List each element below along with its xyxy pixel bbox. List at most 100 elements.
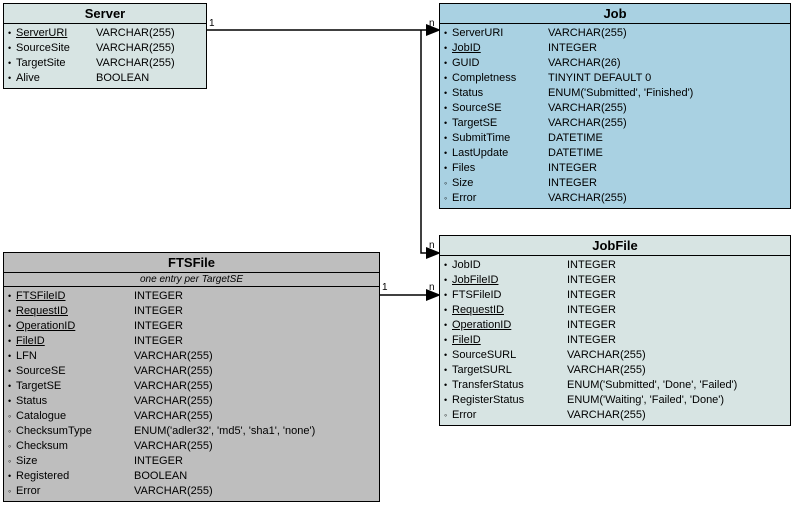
field-type: DATETIME — [548, 131, 603, 146]
field-name: JobID — [452, 258, 567, 273]
field-type: VARCHAR(255) — [134, 394, 213, 409]
field-name: ServerURI — [16, 26, 96, 41]
field-type: ENUM('Submitted', 'Finished') — [548, 86, 693, 101]
field-type: BOOLEAN — [134, 469, 187, 484]
entity-server: Server•ServerURIVARCHAR(255)•SourceSiteV… — [3, 3, 207, 89]
field-name: SourceSE — [16, 364, 134, 379]
field-bullet: • — [8, 334, 16, 349]
entity-title: FTSFile — [4, 253, 379, 273]
entity-fields: •ServerURIVARCHAR(255)•SourceSiteVARCHAR… — [4, 24, 206, 88]
field-bullet: • — [8, 469, 16, 484]
field-row: •LFNVARCHAR(255) — [4, 349, 379, 364]
field-row: •StatusVARCHAR(255) — [4, 394, 379, 409]
field-name: GUID — [452, 56, 548, 71]
field-bullet: • — [444, 333, 452, 348]
field-row: •OperationIDINTEGER — [440, 318, 790, 333]
field-type: INTEGER — [134, 319, 183, 334]
entity-jobfile: JobFile•JobIDINTEGER•JobFileIDINTEGER•FT… — [439, 235, 791, 426]
field-row: •FTSFileIDINTEGER — [4, 289, 379, 304]
field-bullet: • — [8, 41, 16, 56]
field-bullet: • — [444, 303, 452, 318]
field-row: •FileIDINTEGER — [4, 334, 379, 349]
field-row: ◦ErrorVARCHAR(255) — [440, 408, 790, 423]
cardinality-label: 1 — [382, 282, 388, 293]
field-bullet: ◦ — [8, 454, 16, 469]
field-name: FTSFileID — [452, 288, 567, 303]
field-name: Completness — [452, 71, 548, 86]
field-name: SourceSite — [16, 41, 96, 56]
field-name: FileID — [452, 333, 567, 348]
cardinality-label: n — [429, 18, 435, 29]
field-row: ◦ChecksumTypeENUM('adler32', 'md5', 'sha… — [4, 424, 379, 439]
field-row: •FTSFileIDINTEGER — [440, 288, 790, 303]
field-row: ◦SizeINTEGER — [4, 454, 379, 469]
field-bullet: • — [444, 393, 452, 408]
field-bullet: • — [8, 71, 16, 86]
field-row: •TargetSEVARCHAR(255) — [4, 379, 379, 394]
field-bullet: ◦ — [8, 409, 16, 424]
field-name: Files — [452, 161, 548, 176]
field-row: •CompletnessTINYINT DEFAULT 0 — [440, 71, 790, 86]
field-name: Size — [452, 176, 548, 191]
field-name: SubmitTime — [452, 131, 548, 146]
field-row: •JobFileIDINTEGER — [440, 273, 790, 288]
field-row: •RequestIDINTEGER — [440, 303, 790, 318]
field-bullet: • — [8, 26, 16, 41]
field-row: •OperationIDINTEGER — [4, 319, 379, 334]
field-name: FTSFileID — [16, 289, 134, 304]
field-row: •AliveBOOLEAN — [4, 71, 206, 86]
field-name: RequestID — [452, 303, 567, 318]
field-type: INTEGER — [548, 161, 597, 176]
field-bullet: • — [444, 26, 452, 41]
field-bullet: • — [444, 86, 452, 101]
field-type: INTEGER — [548, 176, 597, 191]
field-type: DATETIME — [548, 146, 603, 161]
field-name: Catalogue — [16, 409, 134, 424]
field-name: Error — [452, 191, 548, 206]
field-type: VARCHAR(255) — [548, 191, 627, 206]
field-row: •SourceSiteVARCHAR(255) — [4, 41, 206, 56]
field-type: VARCHAR(255) — [134, 439, 213, 454]
field-name: Error — [16, 484, 134, 499]
field-name: JobID — [452, 41, 548, 56]
field-name: JobFileID — [452, 273, 567, 288]
field-type: VARCHAR(255) — [134, 409, 213, 424]
entity-title: Job — [440, 4, 790, 24]
cardinality-label: n — [429, 240, 435, 251]
field-type: VARCHAR(255) — [96, 26, 175, 41]
field-name: Size — [16, 454, 134, 469]
field-type: INTEGER — [134, 334, 183, 349]
field-bullet: • — [444, 56, 452, 71]
field-type: ENUM('Submitted', 'Done', 'Failed') — [567, 378, 737, 393]
field-type: INTEGER — [567, 273, 616, 288]
field-row: •TargetSiteVARCHAR(255) — [4, 56, 206, 71]
field-type: INTEGER — [134, 289, 183, 304]
field-row: •SourceSURLVARCHAR(255) — [440, 348, 790, 363]
field-name: LFN — [16, 349, 134, 364]
cardinality-label: 1 — [209, 18, 215, 29]
field-bullet: • — [444, 318, 452, 333]
field-bullet: ◦ — [8, 484, 16, 499]
field-row: •JobIDINTEGER — [440, 41, 790, 56]
field-name: TargetSE — [16, 379, 134, 394]
field-row: •RegisteredBOOLEAN — [4, 469, 379, 484]
field-bullet: • — [8, 319, 16, 334]
field-type: VARCHAR(255) — [567, 348, 646, 363]
field-name: ChecksumType — [16, 424, 134, 439]
field-row: •SubmitTimeDATETIME — [440, 131, 790, 146]
field-name: Registered — [16, 469, 134, 484]
field-type: TINYINT DEFAULT 0 — [548, 71, 651, 86]
field-row: ◦ErrorVARCHAR(255) — [4, 484, 379, 499]
field-name: SourceSURL — [452, 348, 567, 363]
field-row: •ServerURIVARCHAR(255) — [440, 26, 790, 41]
entity-fields: •JobIDINTEGER•JobFileIDINTEGER•FTSFileID… — [440, 256, 790, 425]
field-type: VARCHAR(255) — [96, 56, 175, 71]
field-type: VARCHAR(255) — [548, 26, 627, 41]
field-bullet: • — [444, 161, 452, 176]
field-type: ENUM('Waiting', 'Failed', 'Done') — [567, 393, 724, 408]
field-row: •FileIDINTEGER — [440, 333, 790, 348]
field-row: •RequestIDINTEGER — [4, 304, 379, 319]
field-row: ◦SizeINTEGER — [440, 176, 790, 191]
field-bullet: • — [444, 348, 452, 363]
field-name: RegisterStatus — [452, 393, 567, 408]
